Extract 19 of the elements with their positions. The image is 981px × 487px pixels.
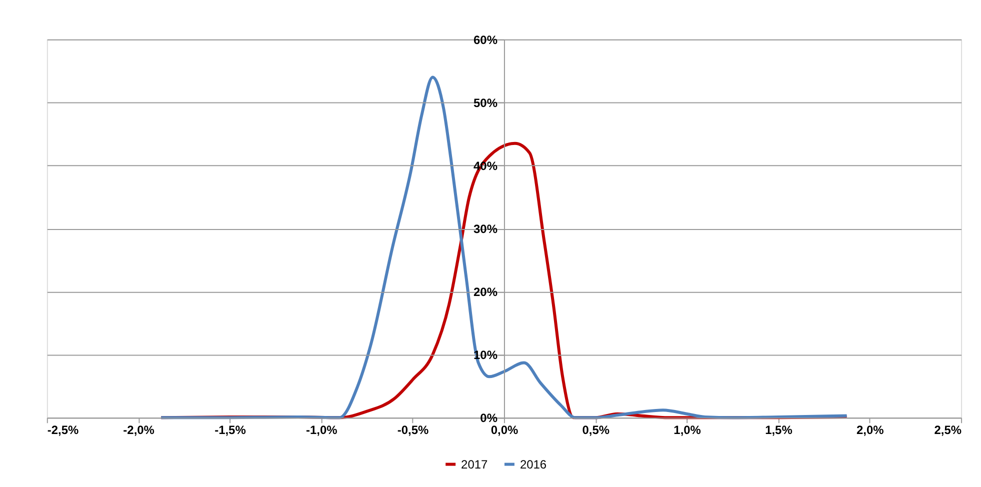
y-tick-label: 30% xyxy=(474,222,498,236)
y-tick-label: 0% xyxy=(480,411,498,426)
y-tick-label: 50% xyxy=(474,96,498,110)
x-tick-label: -0,5% xyxy=(397,423,430,438)
x-tick-label: -1,5% xyxy=(214,423,246,438)
x-tick-label: 2,5% xyxy=(934,423,962,438)
x-tick-label: 0,0% xyxy=(490,423,518,438)
y-tick-label: 10% xyxy=(474,348,498,362)
x-tick-label: -2,5% xyxy=(47,423,80,438)
x-tick-label: 2,0% xyxy=(856,423,884,438)
y-tick-label: 60% xyxy=(474,32,498,47)
x-tick-label: -2,0% xyxy=(123,423,155,438)
legend-label: 2016 xyxy=(520,457,547,472)
legend-label: 2017 xyxy=(461,457,488,472)
x-tick-label: 1,0% xyxy=(674,423,702,438)
x-tick-label: 1,5% xyxy=(765,423,793,438)
x-tick-label: 0,5% xyxy=(582,423,610,438)
x-tick-label: -1,0% xyxy=(306,423,338,438)
y-tick-label: 20% xyxy=(474,285,498,300)
